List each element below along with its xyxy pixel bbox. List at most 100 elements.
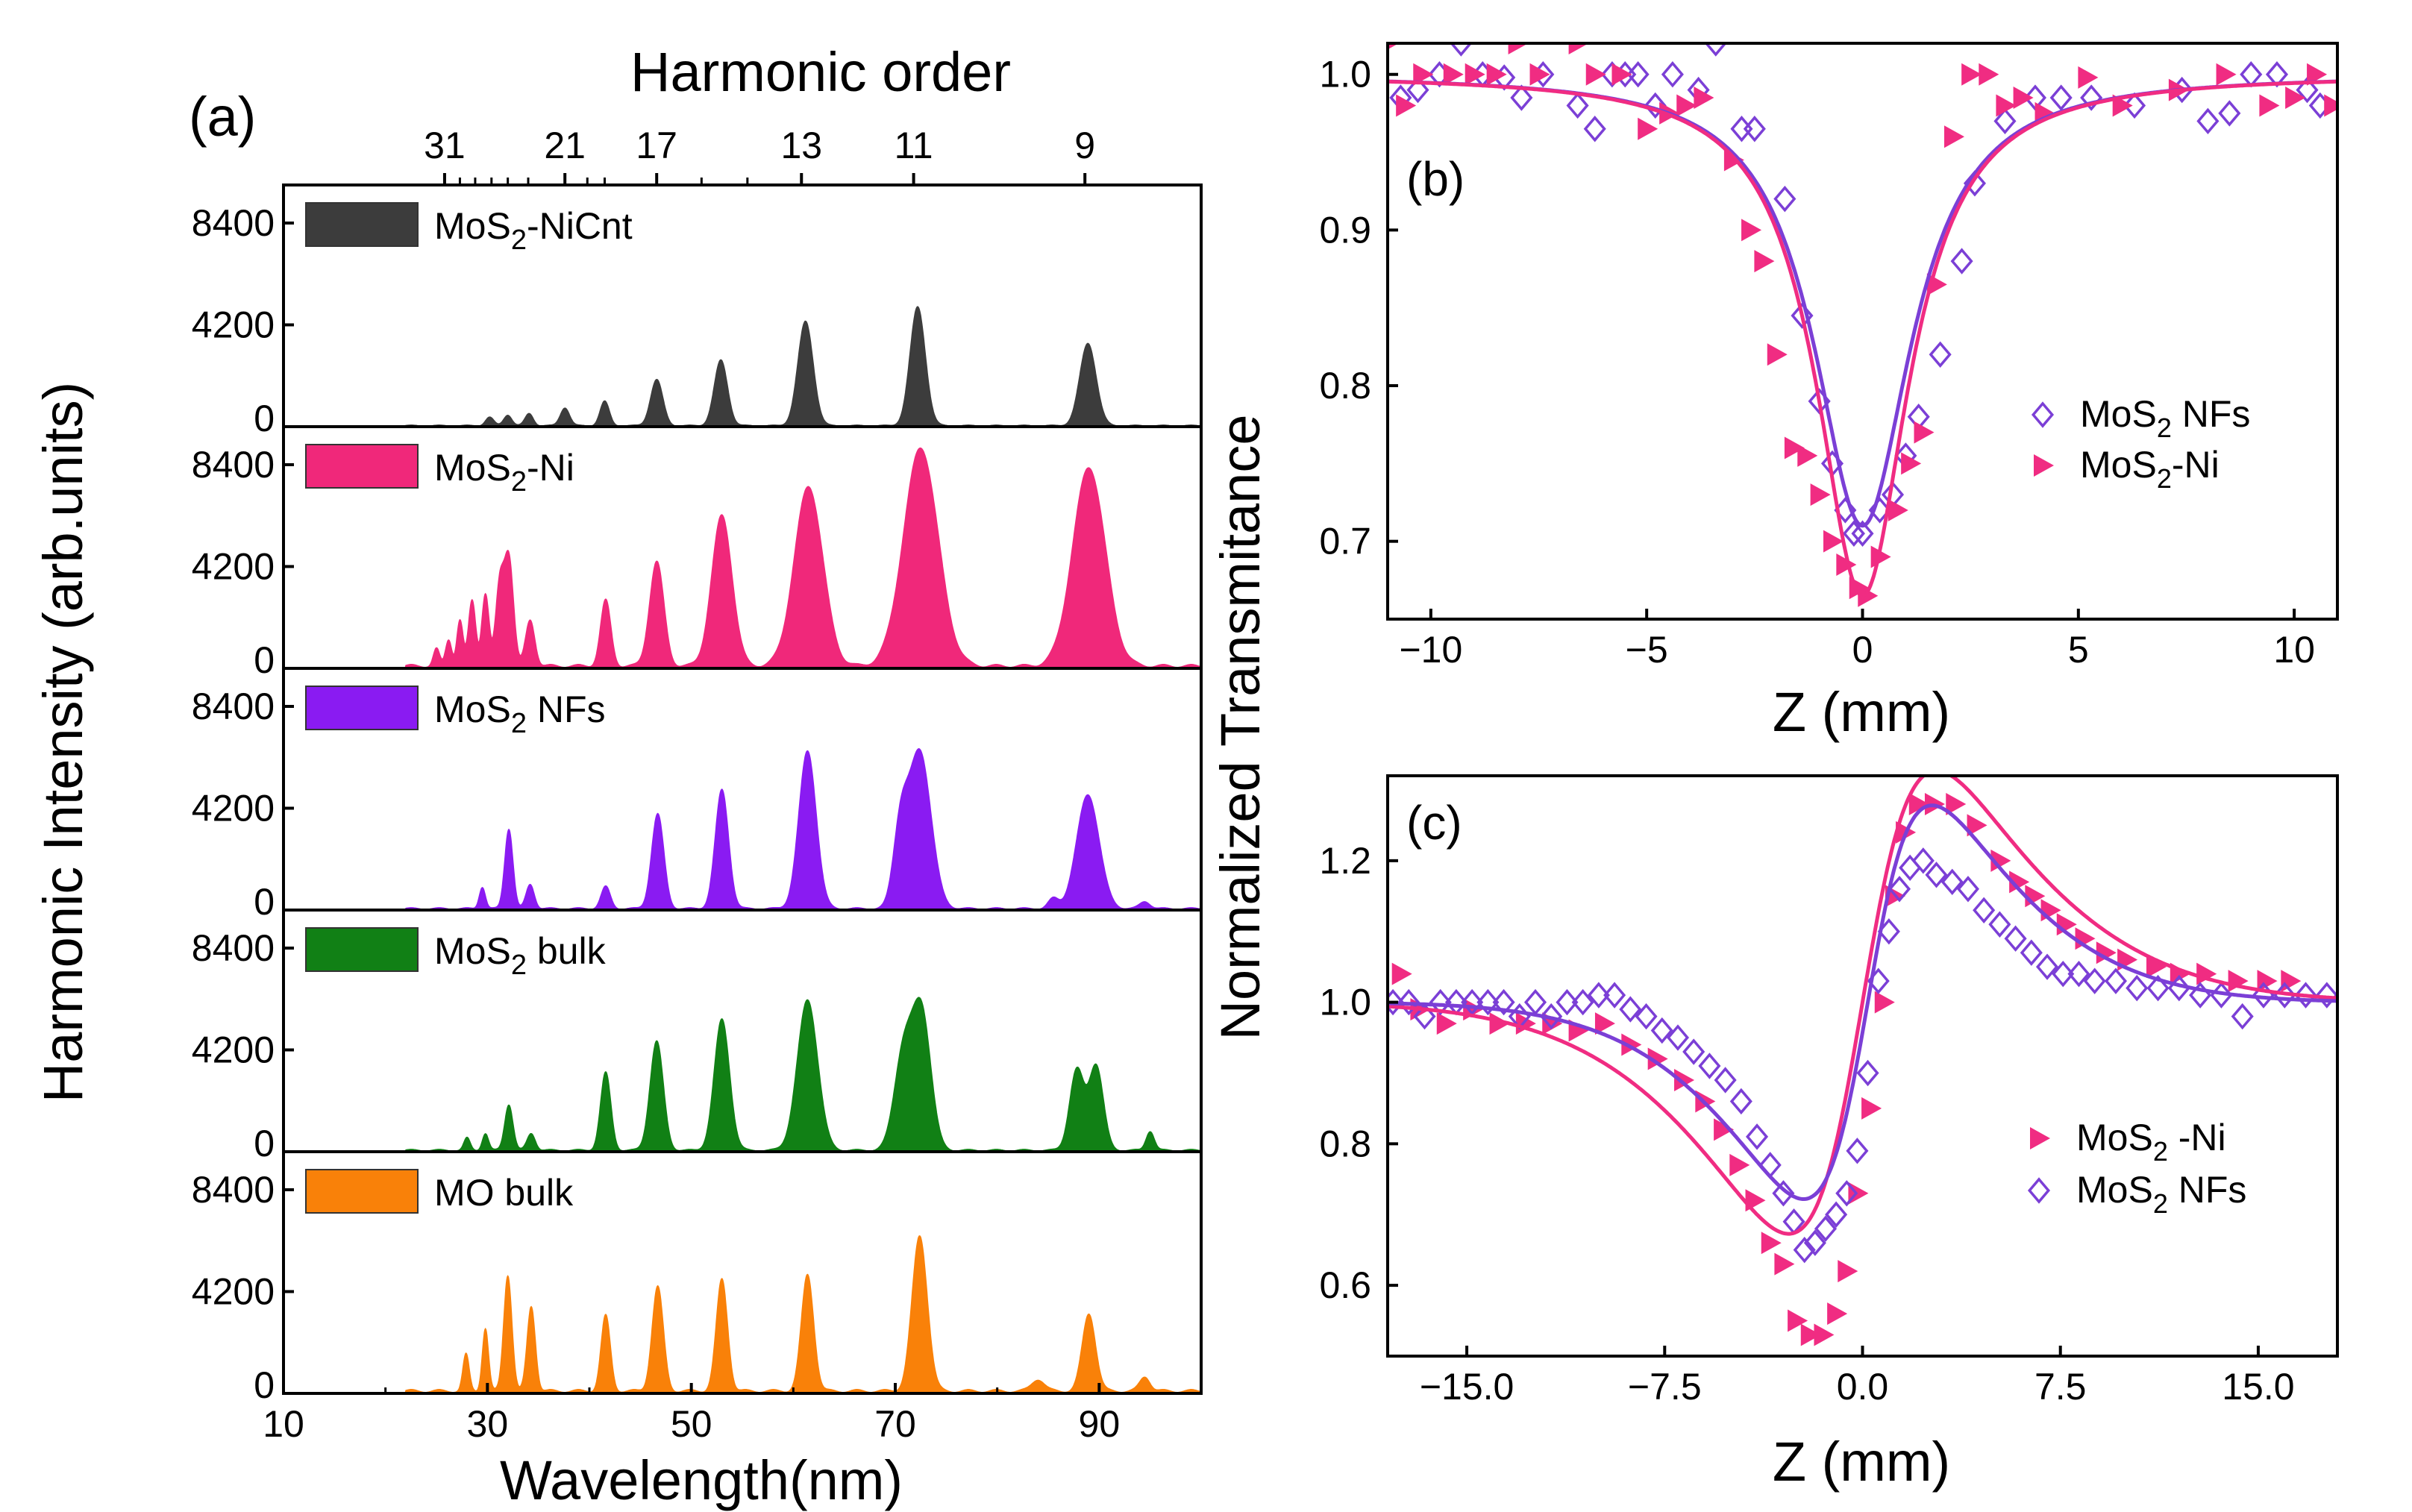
y-tick-label: 8400 xyxy=(192,686,275,727)
panel-a-yaxis-title: Harmonic Intensity (arb.units) xyxy=(32,382,94,1102)
data-point xyxy=(1956,876,1979,903)
data-point xyxy=(1848,1182,1869,1205)
y-tick-label: 8400 xyxy=(192,1169,275,1211)
data-point xyxy=(1650,1017,1673,1044)
data-point xyxy=(1413,63,1434,86)
spectrum-area xyxy=(284,306,1202,427)
legend-swatch xyxy=(305,927,419,972)
data-point xyxy=(1791,302,1814,329)
data-point xyxy=(1594,1012,1615,1035)
y-tick-label: 8400 xyxy=(192,927,275,969)
panel-b-xaxis-title: Z (mm) xyxy=(1773,681,1950,743)
x-tick-label: 30 xyxy=(467,1403,509,1445)
data-point xyxy=(1396,94,1417,117)
data-point xyxy=(1585,63,1606,86)
data-point xyxy=(1704,43,1727,57)
data-point xyxy=(2004,925,2027,952)
x-tick-label: 90 xyxy=(1079,1403,1121,1445)
y-tick-label: 0.8 xyxy=(1319,1123,1371,1164)
data-point xyxy=(2240,61,2263,88)
data-point xyxy=(2307,63,2328,86)
data-point xyxy=(1988,911,2011,938)
data-point xyxy=(1523,988,1547,1016)
data-point xyxy=(2285,87,2306,110)
data-point xyxy=(1940,868,1964,896)
data-point xyxy=(2324,94,2337,117)
y-tick-label: 0 xyxy=(254,1364,275,1406)
fit-curve xyxy=(1388,803,2337,1201)
data-point xyxy=(1638,117,1658,140)
y-tick-label: 8400 xyxy=(192,444,275,486)
data-point xyxy=(2034,454,2054,477)
data-point xyxy=(1745,1189,1766,1212)
data-point xyxy=(1874,991,1895,1014)
data-point xyxy=(2296,76,2319,104)
data-point xyxy=(2126,974,2149,1002)
y-tick-label: 4200 xyxy=(192,546,275,588)
data-point xyxy=(1979,63,1999,86)
fit-curve xyxy=(1388,776,2337,1236)
data-point xyxy=(1967,814,1987,837)
data-point xyxy=(1888,876,1911,903)
y-tick-label: 4200 xyxy=(192,1029,275,1071)
data-point xyxy=(2281,970,2302,993)
data-point xyxy=(2083,967,2106,994)
data-point xyxy=(1929,341,1952,368)
data-point xyxy=(1836,553,1857,576)
data-point xyxy=(1406,76,1429,104)
series-points xyxy=(1391,792,2302,1346)
data-point xyxy=(1529,63,1550,86)
data-point xyxy=(1583,116,1606,142)
data-point xyxy=(1758,1152,1782,1179)
subplot-frame xyxy=(282,1150,1203,1395)
data-point xyxy=(2146,974,2170,1002)
data-point xyxy=(1626,61,1650,88)
panel-a-subplots: 0 4200 8400 MoS2-NiCnt 0 4200 8400 MoS2-Ni 0 4200… xyxy=(192,183,1203,1406)
legend-swatch xyxy=(305,686,419,730)
data-point xyxy=(1492,988,1515,1016)
legend-label: MoS2-NiCnt xyxy=(434,205,633,256)
data-point xyxy=(1911,847,1935,874)
y-tick-label: 4200 xyxy=(192,788,275,829)
data-point xyxy=(1540,1003,1563,1030)
y-tick-label: 1.2 xyxy=(1319,840,1371,882)
data-point xyxy=(1858,584,1879,607)
data-point xyxy=(2096,941,2117,964)
data-point xyxy=(1996,94,2017,117)
y-tick-label: 4200 xyxy=(192,1271,275,1313)
subplot-frame xyxy=(282,183,1203,428)
panel-a-subplot: 0 4200 8400 MoS2 bulk xyxy=(192,909,1203,1164)
panel-c-plot: −15.0 −7.5 0.0 7.5 15.0 0.6 0.8 1.0 1.2 MoS2 -NiM… xyxy=(1319,774,2339,1408)
data-point xyxy=(2218,100,2241,127)
panel-a-label: (a) xyxy=(189,86,256,148)
data-point xyxy=(1635,1003,1658,1030)
data-point xyxy=(1851,520,1874,547)
data-point xyxy=(1568,43,1589,54)
y-tick-label: 4200 xyxy=(192,304,275,346)
data-point xyxy=(1788,1309,1808,1332)
y-tick-label: 1.0 xyxy=(1319,982,1371,1023)
data-point xyxy=(1556,988,1579,1016)
data-point xyxy=(1825,1201,1848,1228)
legend-label: MoS2 NFs xyxy=(2076,1169,2246,1219)
data-point xyxy=(1914,421,1935,444)
x-tick-label: −15.0 xyxy=(1420,1366,1514,1408)
data-point xyxy=(2196,107,2220,135)
y-tick-label: 0 xyxy=(254,398,275,439)
data-point xyxy=(1990,849,2011,872)
data-point xyxy=(1676,94,1697,117)
data-point xyxy=(1694,87,1714,110)
data-point xyxy=(1450,43,1473,57)
data-point xyxy=(1510,84,1533,111)
top-tick-label: 17 xyxy=(636,125,677,166)
data-point xyxy=(1391,962,1412,985)
x-tick-label: 50 xyxy=(671,1403,712,1445)
data-point xyxy=(1388,43,1399,50)
panel-a-top-axis: 31 21 17 13 11 9 xyxy=(424,125,1095,185)
data-point xyxy=(1827,1302,1848,1326)
data-point xyxy=(1856,1059,1879,1087)
spectrum-area xyxy=(284,447,1202,669)
x-tick-label: 15.0 xyxy=(2222,1366,2294,1408)
data-point xyxy=(2080,84,2103,111)
